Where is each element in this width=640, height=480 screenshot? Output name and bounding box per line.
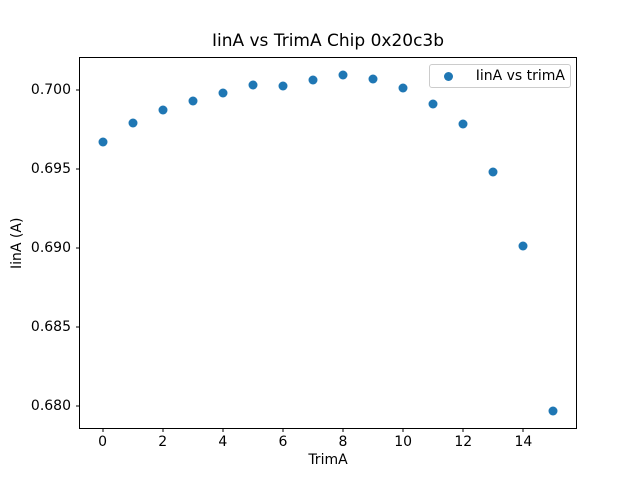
x-tick-mark	[222, 428, 224, 432]
x-tick-label: 10	[394, 434, 413, 450]
y-tick-label: 0.680	[30, 397, 71, 414]
scatter-point	[398, 83, 408, 93]
x-tick-mark	[282, 428, 284, 432]
y-axis-label: IinA (A)	[9, 217, 25, 269]
x-tick-mark	[342, 428, 344, 432]
plot-area: IinA vs trimA 0 2 4 6 8 10 12 14 0.680 0.685 0.690…	[31, 57, 577, 449]
x-tick-label: 2	[158, 434, 168, 450]
y-tick-label: 0.685	[30, 318, 71, 335]
legend-marker-icon	[443, 71, 453, 81]
scatter-point	[308, 75, 318, 85]
chart-title: IinA vs TrimA Chip 0x20c3b	[211, 31, 445, 51]
scatter-point	[218, 88, 228, 98]
x-axis-label: TrimA	[308, 452, 348, 468]
x-tick-mark	[402, 428, 404, 432]
y-tick-label: 0.695	[30, 160, 71, 177]
scatter-point	[158, 105, 168, 115]
scatter-point	[278, 81, 288, 91]
scatter-point	[368, 74, 378, 84]
y-tick-label: 0.690	[30, 239, 71, 256]
y-tick-mark	[76, 405, 80, 407]
x-tick-label: 0	[98, 434, 107, 450]
x-tick-mark	[162, 428, 164, 432]
scatter-point	[248, 80, 258, 90]
y-tick-mark	[76, 168, 80, 170]
scatter-point	[188, 96, 198, 106]
scatter-point	[488, 167, 498, 177]
x-tick-label: 14	[514, 434, 533, 450]
scatter-point	[128, 118, 138, 128]
scatter-point	[98, 137, 108, 147]
x-tick-label: 6	[278, 434, 288, 450]
x-tick-mark	[522, 428, 524, 432]
scatter-point	[428, 99, 438, 109]
y-tick-mark	[76, 89, 80, 91]
x-tick-mark	[102, 428, 104, 432]
x-tick-label: 8	[338, 434, 348, 450]
x-tick-label: 12	[454, 434, 473, 450]
y-tick-label: 0.700	[30, 81, 71, 98]
y-tick-mark	[76, 326, 80, 328]
y-tick-mark	[76, 247, 80, 249]
scatter-point	[338, 70, 348, 80]
legend-label: IinA vs trimA	[475, 68, 565, 84]
scatter-point	[518, 241, 528, 251]
scatter-point	[548, 406, 558, 416]
scatter-point	[458, 119, 468, 129]
x-tick-mark	[462, 428, 464, 432]
legend: IinA vs trimA	[428, 64, 571, 88]
x-tick-label: 4	[218, 434, 228, 450]
